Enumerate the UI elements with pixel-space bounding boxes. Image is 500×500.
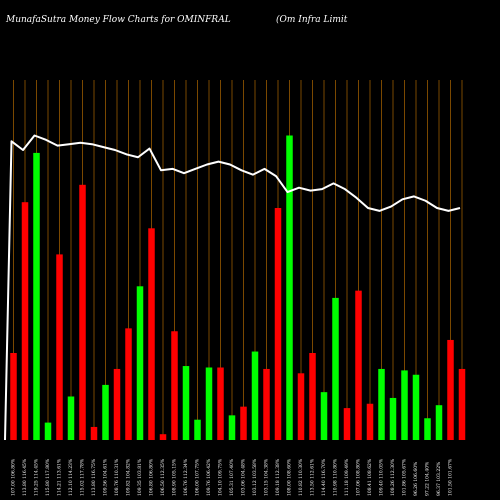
tick-label: 108.41 108.62%: [367, 458, 373, 496]
tick-label: 109.56 104.61%: [103, 458, 109, 496]
bar: [424, 418, 431, 440]
tick-label: 109.82 104.82%: [126, 458, 132, 496]
tick-label: 110.98 110.80%: [333, 458, 339, 496]
bar: [56, 254, 63, 440]
bar: [332, 297, 339, 440]
bar: [125, 328, 132, 440]
bar: [320, 392, 328, 440]
x-tick-labels: 107.00 106.80% 113.80 116.45% 119.25 114.4…: [11, 458, 454, 496]
bar: [67, 396, 75, 440]
tick-label: 113.80 116.45%: [22, 458, 28, 496]
bar: [79, 184, 86, 440]
bars: [10, 135, 466, 440]
tick-label: 103.12 103.58%: [252, 458, 258, 496]
tick-label: 115.02 117.78%: [80, 458, 86, 496]
bar: [113, 368, 121, 440]
bar: [401, 370, 408, 440]
bar: [205, 367, 213, 440]
bar: [159, 434, 167, 440]
tick-label: 103.06 104.48%: [241, 458, 247, 496]
tick-label: 114.40 116.70%: [321, 458, 327, 496]
bar: [343, 408, 351, 440]
tick-label: 109.76 106.42%: [206, 458, 212, 496]
bar: [33, 152, 40, 440]
bar: [309, 353, 316, 440]
tick-label: 96.37 103.22%: [436, 461, 442, 496]
tick-label: 112.10 114.23%: [68, 458, 74, 496]
flow-line: [4, 134, 461, 441]
tick-label: 108.26 112.30%: [390, 458, 396, 496]
tick-label: 106.76 112.34%: [183, 458, 189, 496]
bar: [217, 367, 224, 440]
tick-label: 109.18 112.38%: [275, 458, 281, 496]
tick-label: 105.31 107.40%: [229, 458, 235, 496]
bar: [355, 290, 362, 440]
bar: [458, 368, 466, 440]
bar: [435, 405, 443, 440]
bar: [171, 331, 178, 440]
tick-label: 109.35 103.81%: [137, 458, 143, 496]
tick-label: 97.22 104.40%: [425, 461, 431, 496]
bar: [366, 403, 374, 440]
tick-label: 101.86 105.67%: [402, 458, 408, 496]
bar: [251, 351, 259, 440]
tick-label: 111.18 109.49%: [344, 458, 350, 496]
chart-title: MunafaSutra Money Flow Charts for OMINFR…: [5, 15, 231, 25]
bar: [297, 373, 305, 440]
tick-label: 108.76 110.31%: [114, 458, 120, 496]
bar: [148, 228, 155, 440]
bar: [389, 397, 397, 440]
tick-label: 106.80 106.80%: [149, 458, 155, 496]
tick-label: 115.80 117.80%: [45, 458, 51, 496]
tick-label: 109.40 110.05%: [379, 458, 385, 496]
bar: [274, 208, 282, 440]
bar: [136, 286, 144, 440]
bar: [182, 366, 190, 440]
tick-label: 114.21 113.61%: [57, 458, 63, 496]
tick-label: 108.00 108.60%: [287, 458, 293, 496]
chart-subtitle: (Om Infra Limit: [276, 14, 348, 25]
bar: [21, 202, 29, 440]
bar: [194, 419, 201, 440]
bar: [263, 368, 270, 440]
tick-label: 104.10 109.75%: [218, 458, 224, 496]
bar: [228, 415, 236, 440]
bar: [412, 374, 420, 440]
bar: [286, 135, 293, 440]
bar: [44, 422, 52, 440]
tick-label: 108.90 105.15%: [172, 458, 178, 496]
bar: [447, 339, 454, 440]
bar: [240, 406, 247, 440]
tick-label: 113.80 116.75%: [91, 458, 97, 496]
bar: [102, 384, 109, 440]
tick-label: 106.00 107.75%: [195, 458, 201, 496]
tick-label: 110.82 110.30%: [298, 458, 304, 496]
bar: [90, 426, 98, 440]
tick-label: 107.06 108.80%: [356, 458, 362, 496]
tick-label: 113.50 112.61%: [310, 458, 316, 496]
tick-label: 96.26 106.60%: [413, 461, 419, 496]
money-flow-line: [4, 134, 461, 441]
tick-label: 101.50 101.67%: [448, 458, 454, 496]
bar: [10, 353, 17, 440]
tick-label: 103.15 104.38%: [264, 458, 270, 496]
tick-label: 119.25 114.45%: [34, 458, 40, 496]
tick-label: 106.50 112.35%: [160, 458, 166, 496]
bar: [378, 368, 385, 440]
tick-label: 107.00 106.80%: [11, 458, 17, 496]
